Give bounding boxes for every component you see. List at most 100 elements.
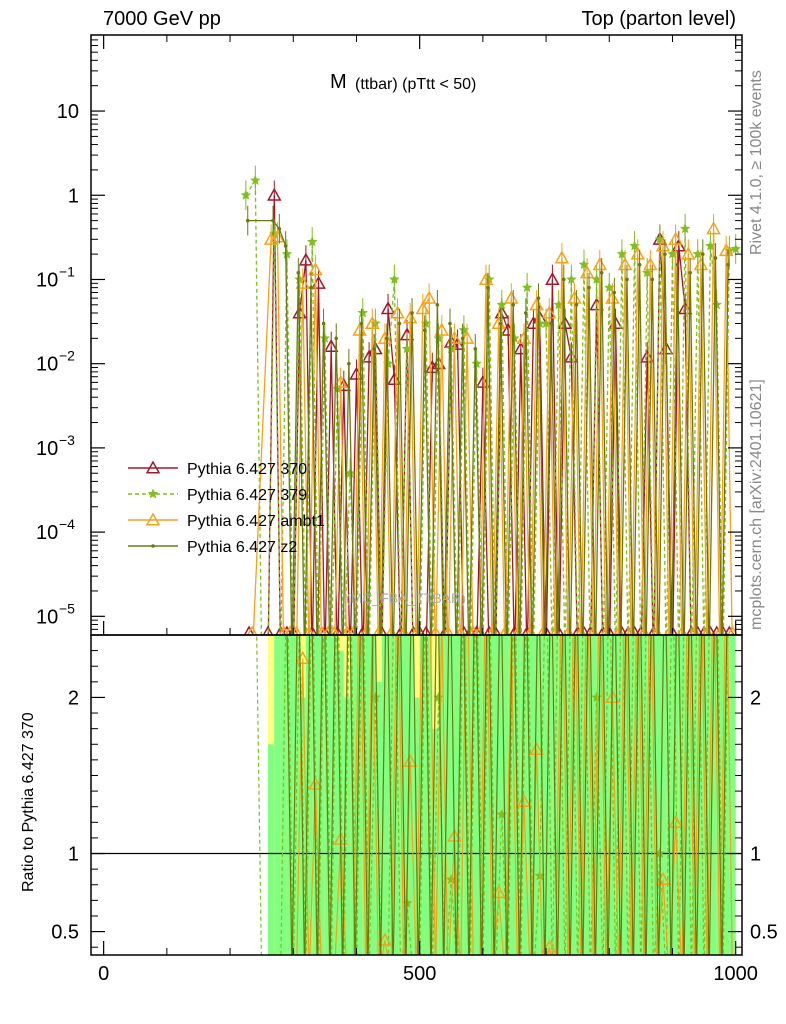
ratio-band-green <box>672 635 679 955</box>
data-point <box>587 285 591 290</box>
data-point-zero <box>430 625 441 635</box>
data-point <box>283 244 288 248</box>
data-point <box>448 321 452 326</box>
ratio-point <box>591 691 603 703</box>
process-label: Top (parton level) <box>581 8 736 30</box>
data-point <box>415 301 431 315</box>
data-point <box>675 262 680 267</box>
ratio-band-green <box>495 635 502 955</box>
data-point <box>249 174 261 186</box>
ratio-y-tick-label: 0.5 <box>51 922 79 944</box>
y-tick-label: 10 <box>36 438 58 460</box>
ratio-y-tick-label: 1 <box>68 844 79 866</box>
lower-panel-frame <box>90 634 743 956</box>
ratio-band-green <box>596 635 603 955</box>
legend-marker <box>145 460 161 474</box>
y-tick-exponent: −3 <box>59 432 75 448</box>
data-point <box>270 229 285 243</box>
ratio-band-green <box>274 635 281 955</box>
data-point-zero <box>550 625 561 635</box>
data-point <box>435 303 440 307</box>
data-point <box>410 311 414 315</box>
data-point <box>402 310 418 324</box>
y-tick-label: 10 <box>36 522 58 544</box>
ratio-band-green <box>602 635 610 955</box>
ratio-band-green <box>337 650 344 955</box>
ratio-band-green <box>343 697 351 955</box>
ratio-band-green <box>659 635 667 955</box>
y-tick-label: 10 <box>57 101 79 123</box>
data-point <box>473 347 478 351</box>
data-point <box>693 257 709 271</box>
data-point <box>387 371 402 385</box>
data-point <box>549 321 553 326</box>
ratio-band-green <box>552 635 559 955</box>
ratio-band-green <box>691 635 698 955</box>
ratio-band-green <box>476 635 483 955</box>
data-point <box>422 328 427 332</box>
data-point-zero <box>638 625 650 635</box>
data-point <box>516 330 532 344</box>
data-point <box>599 271 604 275</box>
data-point <box>296 271 301 275</box>
data-point <box>372 347 376 351</box>
data-point <box>564 349 579 363</box>
data-point <box>434 322 450 336</box>
data-point <box>574 303 579 307</box>
data-point-zero <box>303 625 315 635</box>
data-point <box>637 262 642 267</box>
data-point <box>349 366 364 380</box>
data-point-zero <box>575 625 587 635</box>
data-point <box>357 307 369 318</box>
data-point-zero <box>243 625 255 635</box>
data-point <box>390 305 405 319</box>
ratio-band-green <box>267 744 275 955</box>
ratio-point <box>496 808 508 820</box>
legend-marker <box>147 488 159 499</box>
data-point <box>541 305 557 319</box>
data-point <box>388 273 400 285</box>
y-tick-label: 10 <box>36 354 58 376</box>
data-point <box>271 218 275 223</box>
data-point <box>663 252 667 256</box>
data-point <box>655 238 671 252</box>
ratio-band-green <box>388 635 395 955</box>
data-point <box>298 252 314 266</box>
ratio-band-green <box>438 635 445 955</box>
data-point <box>498 321 503 326</box>
data-point <box>554 250 570 264</box>
y-tick-exponent: −1 <box>59 263 75 279</box>
data-point-zero <box>701 625 713 635</box>
data-point <box>281 248 293 259</box>
data-point <box>478 271 494 286</box>
analysis-watermark: (MC_FBA_TTBAR) <box>346 590 466 606</box>
ratio-point <box>529 741 544 756</box>
ratio-band-green <box>710 635 717 955</box>
data-point-zero <box>455 625 467 635</box>
data-point <box>579 265 595 279</box>
legend-label: Pythia 6.427 ambt1 <box>187 513 325 530</box>
mcplots-label: mcplots.cern.ch [arXiv:2401.10621] <box>748 379 765 630</box>
data-point <box>323 338 339 353</box>
data-point-zero <box>329 625 340 635</box>
data-point <box>263 231 279 245</box>
ratio-point <box>377 932 393 946</box>
data-point <box>447 330 462 344</box>
ratio-plot-marks <box>91 635 742 955</box>
upper-plot-marks <box>240 165 742 635</box>
data-point <box>726 262 730 267</box>
ratio-band-green <box>407 635 414 955</box>
data-point <box>643 257 658 271</box>
data-point <box>421 290 437 304</box>
ratio-point <box>308 776 323 790</box>
legend-marker <box>151 544 155 548</box>
ratio-y-tick-label-right: 0.5 <box>750 922 778 944</box>
ratio-y-axis-label: Ratio to Pythia 6.427 370 <box>20 712 37 892</box>
y-tick-exponent: −5 <box>59 600 75 616</box>
data-point <box>425 359 440 374</box>
series-line-1 <box>245 178 736 635</box>
data-point-zero <box>420 625 432 635</box>
data-point <box>364 315 380 330</box>
data-point <box>701 252 705 256</box>
data-point <box>471 358 482 369</box>
